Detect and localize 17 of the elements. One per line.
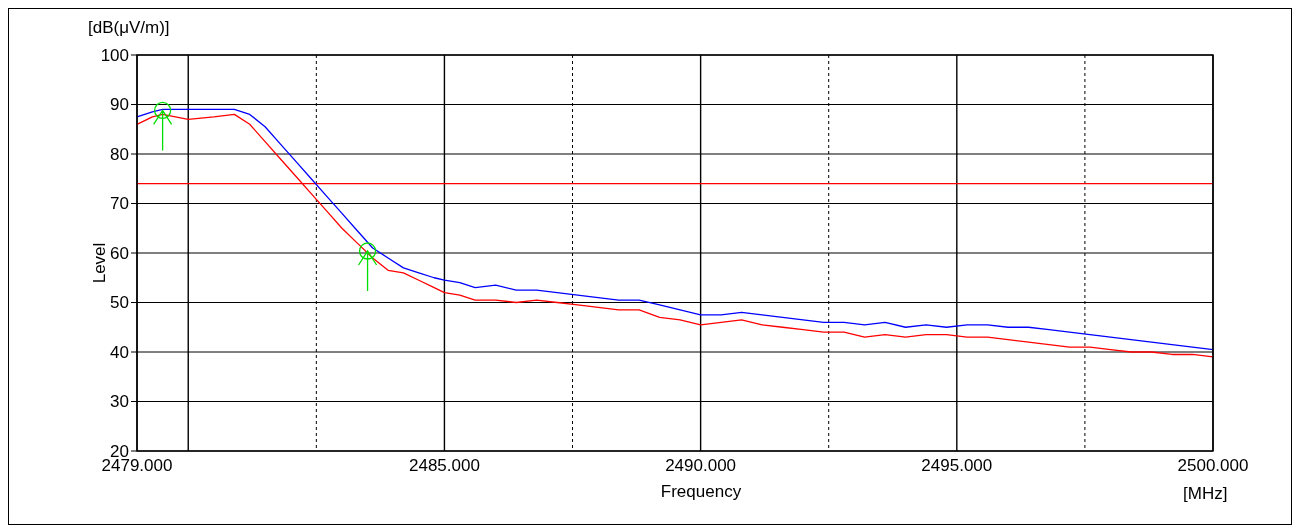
y-tick-label: 90 [110, 95, 129, 115]
x-tick-label: 2500.000 [1177, 456, 1249, 475]
y-tick-label: 50 [110, 293, 129, 313]
x-tick-label: 2490.000 [665, 456, 737, 475]
text: [MHz] [1183, 484, 1228, 503]
x-axis-title: Frequency [660, 482, 742, 501]
y-tick-label: 70 [110, 194, 129, 214]
text: [dB(μV/m)] [88, 18, 170, 37]
x-tick-label: 2495.000 [921, 456, 993, 475]
y-tick-label: 100 [100, 45, 129, 65]
y-tick-label: 40 [110, 342, 129, 362]
y-tick-label: 30 [110, 392, 129, 412]
y-tick-label: 80 [110, 144, 129, 164]
y-tick-label: 60 [110, 243, 129, 263]
x-tick-label: 2485.000 [408, 456, 480, 475]
y-axis-title: Level [90, 242, 109, 284]
x-tick-label: 2479.000 [101, 456, 173, 475]
